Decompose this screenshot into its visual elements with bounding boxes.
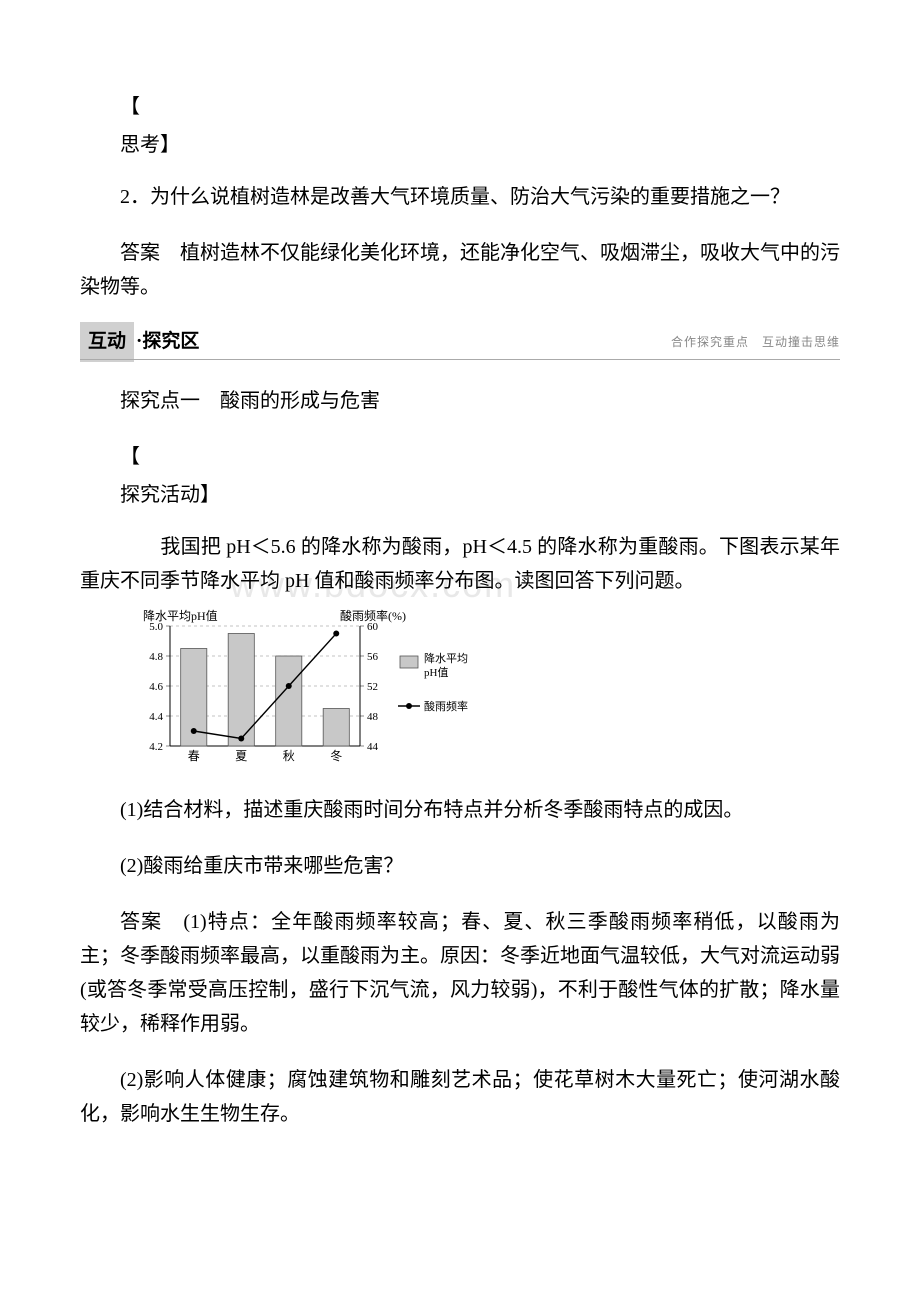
svg-text:秋: 秋 [283,749,295,763]
svg-text:4.8: 4.8 [149,651,163,663]
explore-intro: 我国把 pH＜5.6 的降水称为酸雨，pH＜4.5 的降水称为重酸雨。下图表示某… [80,530,840,598]
section-bar-mid: ·探究区 [134,326,199,358]
svg-text:4.6: 4.6 [149,681,163,693]
explore-title: 探究点一 酸雨的形成与危害 [80,384,840,418]
explore-label: 探究活动】 [80,478,840,512]
svg-text:4.2: 4.2 [149,741,163,753]
section-bar-right: 合作探究重点 互动撞击思维 [671,332,840,352]
svg-text:48: 48 [367,711,379,723]
svg-text:5.0: 5.0 [149,621,163,633]
explore-q1: (1)结合材料，描述重庆酸雨时间分布特点并分析冬季酸雨特点的成因。 [80,793,840,827]
section-bar: 互动 ·探究区 合作探究重点 互动撞击思维 [80,326,840,358]
thinking-question: 2．为什么说植树造林是改善大气环境质量、防治大气污染的重要措施之一？ [80,180,840,214]
thinking-answer: 答案 植树造林不仅能绿化美化环境，还能净化空气、吸烟滞尘，吸收大气中的污染物等。 [80,236,840,304]
svg-text:52: 52 [367,681,378,693]
section-bar-line [80,359,840,360]
svg-text:60: 60 [367,621,379,633]
thinking-label: 思考】 [80,128,840,162]
explore-q2: (2)酸雨给重庆市带来哪些危害？ [80,849,840,883]
svg-text:冬: 冬 [330,748,342,763]
explore-bracket: 【 [80,440,840,474]
svg-text:4.4: 4.4 [149,711,163,723]
svg-text:夏: 夏 [235,749,247,763]
svg-text:春: 春 [188,749,200,763]
svg-text:56: 56 [367,651,379,663]
chart-svg: 降水平均pH值酸雨频率(%)4.24.44.64.85.04448525660春… [130,608,500,773]
explore-a1: 答案 (1)特点：全年酸雨频率较高；春、夏、秋三季酸雨频率稍低，以酸雨为主；冬季… [80,905,840,1041]
explore-a2: (2)影响人体健康；腐蚀建筑物和雕刻艺术品；使花草树木大量死亡；使河湖水酸化，影… [80,1063,840,1131]
ph-acid-rain-chart: 降水平均pH值酸雨频率(%)4.24.44.64.85.04448525660春… [130,608,500,773]
section-bar-left: 互动 [80,322,134,362]
svg-text:降水平均: 降水平均 [424,651,468,665]
svg-text:酸雨频率: 酸雨频率 [424,699,468,713]
svg-text:pH值: pH值 [424,666,448,679]
svg-text:44: 44 [367,741,379,753]
thinking-bracket: 【 [80,90,840,124]
